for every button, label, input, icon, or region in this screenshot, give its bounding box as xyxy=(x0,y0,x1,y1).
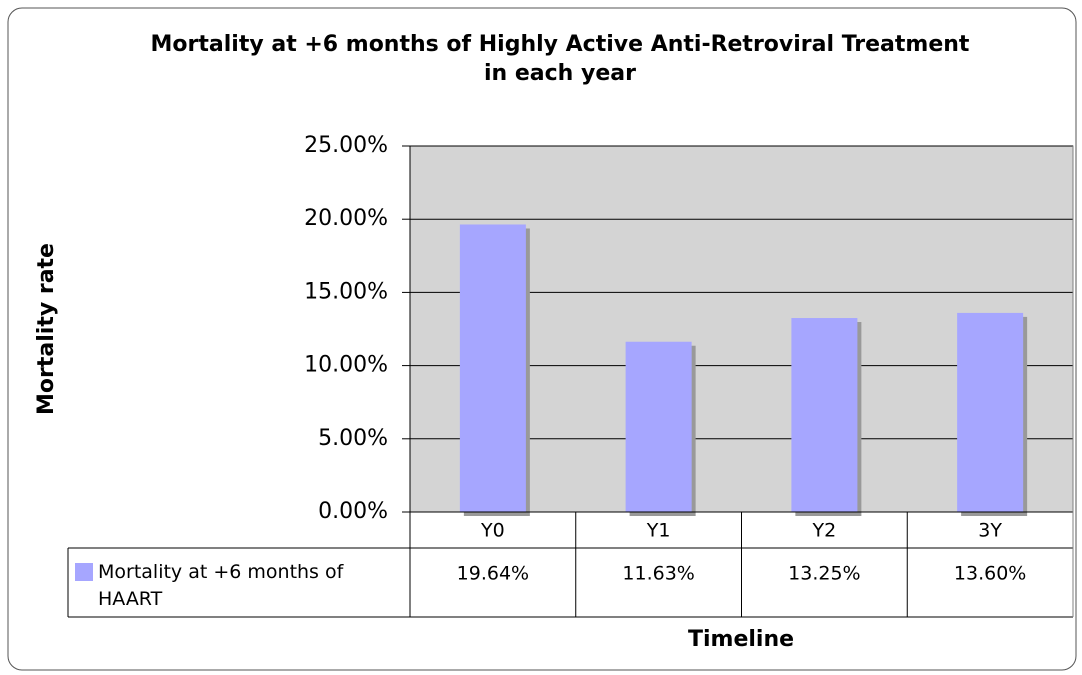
x-tick-label: Y0 xyxy=(480,520,505,542)
table-value: 11.63% xyxy=(622,563,694,585)
table-value: 13.25% xyxy=(788,563,860,585)
x-tick-label: Y1 xyxy=(646,520,671,542)
chart-title: Mortality at +6 months of Highly Active … xyxy=(150,32,970,86)
y-tick-label: 15.00% xyxy=(304,279,388,304)
y-tick-label: 0.00% xyxy=(318,499,388,524)
x-tick-label: 3Y xyxy=(978,520,1002,542)
y-tick-label: 10.00% xyxy=(304,353,388,378)
x-axis-label: Timeline xyxy=(688,627,794,652)
y-tick-label: 5.00% xyxy=(318,426,388,451)
legend-label: Mortality at +6 months of HAART xyxy=(98,561,344,610)
table-value: 13.60% xyxy=(954,563,1026,585)
table-value: 19.64% xyxy=(457,563,529,585)
bar xyxy=(459,224,526,512)
x-tick-label: Y2 xyxy=(812,520,837,542)
bar xyxy=(625,341,692,512)
bar xyxy=(957,312,1024,512)
y-tick-label: 25.00% xyxy=(304,133,388,158)
y-axis-label: Mortality rate xyxy=(34,243,59,415)
bar xyxy=(791,318,858,512)
y-tick-label: 20.00% xyxy=(304,206,388,231)
legend-swatch xyxy=(75,563,93,581)
